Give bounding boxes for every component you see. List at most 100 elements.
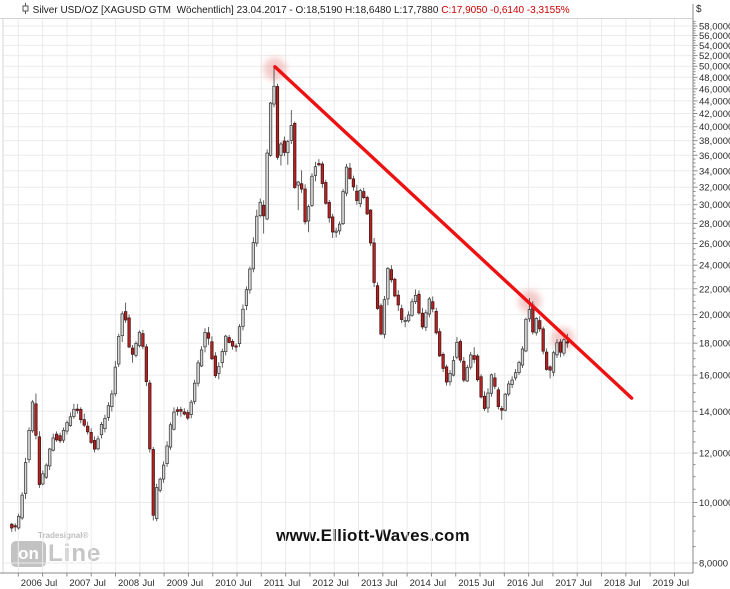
candle-down [34, 403, 38, 436]
y-tick-label: 34,0000 [699, 166, 730, 177]
candle-down [320, 163, 324, 184]
candle-up [113, 366, 117, 395]
candle-up [510, 379, 514, 385]
candle-down [500, 408, 504, 411]
candle-up [162, 464, 166, 480]
x-tick-label: Jul [628, 578, 640, 589]
candle-up [427, 298, 431, 315]
candle-up [30, 401, 35, 432]
y-tick-label: 58,0000 [699, 22, 730, 33]
candle-up [517, 362, 521, 373]
candle-up [20, 494, 24, 519]
candle-up [248, 268, 252, 291]
candle-down [144, 346, 148, 383]
candle-up [451, 360, 456, 376]
candle-up [255, 215, 259, 244]
y-tick-label: 36,0000 [699, 151, 730, 162]
candle-up [134, 343, 138, 356]
logo-on-badge: on [11, 540, 46, 567]
candle-down [234, 345, 238, 348]
candle-up [51, 437, 55, 451]
y-tick-label: 54,0000 [699, 41, 730, 52]
y-tick-label: 30,0000 [699, 200, 730, 211]
y-axis-labels: $58,000056,000054,000052,000050,000048,0… [693, 4, 730, 569]
x-tick-label: Jul [240, 578, 252, 589]
y-tick-label: 28,0000 [699, 219, 730, 230]
x-tick-label: Jul [337, 578, 349, 589]
candle-up [17, 515, 21, 529]
candle-up [527, 309, 531, 320]
x-tick-label: 2006 [21, 578, 42, 589]
candle-up [251, 242, 255, 270]
x-tick-label: Jul [288, 578, 300, 589]
candle-up [193, 382, 197, 402]
candle-up [23, 462, 28, 494]
candle-down [351, 178, 355, 188]
candle-down [182, 411, 186, 415]
candle-down [375, 285, 380, 309]
title-ohlc-text: Silver USD/OZ [XAGUSD GTM Wöchentlich] 2… [32, 4, 442, 16]
candle-down [127, 317, 131, 348]
y-tick-label: 56,0000 [699, 31, 730, 42]
candle-down [293, 123, 297, 188]
grid-lines [3, 18, 693, 573]
candle-up [272, 85, 276, 105]
y-tick-label: 14,0000 [699, 407, 730, 418]
candle-up [386, 268, 390, 300]
candle-up [72, 408, 76, 417]
y-tick-label: 38,0000 [699, 136, 730, 147]
candle-up [286, 141, 290, 154]
candle-up [137, 331, 142, 347]
candle-down [431, 301, 435, 310]
candle-up [189, 401, 193, 415]
y-tick-label: 10,0000 [699, 498, 730, 509]
y-tick-label: 44,0000 [699, 96, 730, 107]
candle-up [555, 342, 559, 356]
candle-up [203, 331, 207, 348]
candle-down [444, 366, 449, 383]
x-tick-label: 2014 [410, 578, 431, 589]
candles[interactable] [10, 65, 569, 532]
candle-up [196, 362, 200, 384]
y-tick-label: 50,0000 [699, 62, 730, 73]
y-tick-label: 18,0000 [699, 339, 730, 350]
candle-up [117, 336, 121, 365]
candle-down [179, 409, 183, 412]
candle-up [407, 314, 411, 322]
y-tick-label: 48,0000 [699, 73, 730, 84]
candle-up [551, 352, 556, 373]
candle-down [417, 293, 421, 314]
candle-down [538, 320, 542, 330]
candle-down [186, 412, 190, 419]
candle-down [393, 278, 397, 297]
chart-title: Silver USD/OZ [XAGUSD GTM Wöchentlich] 2… [5, 3, 570, 17]
x-axis-labels: 2006 Jul 2007 Jul 2008 Jul 2009 Jul 2010 Jul 2011 J… [17, 573, 689, 589]
candle-up [455, 341, 459, 358]
y-tick-label: 26,0000 [699, 239, 730, 250]
candlestick-marker-icon [5, 0, 29, 28]
candle-up [448, 373, 452, 383]
y-tick-label: 20,0000 [699, 310, 730, 321]
candle-down [300, 183, 304, 190]
candle-up [41, 473, 45, 485]
x-tick-label: 2013 [361, 578, 382, 589]
y-tick-label: 46,0000 [699, 84, 730, 95]
x-tick-label: Jul [677, 578, 689, 589]
x-tick-label: Jul [385, 578, 397, 589]
candle-up [65, 422, 69, 432]
candle-up [310, 175, 314, 206]
candle-up [48, 448, 52, 467]
candle-up [507, 383, 511, 395]
y-tick-label: 8,0000 [699, 558, 728, 569]
downtrend-line[interactable] [273, 65, 634, 400]
candle-up [220, 351, 224, 363]
candle-down [327, 202, 331, 219]
x-tick-label: 2012 [312, 578, 333, 589]
candle-down [558, 341, 563, 353]
candle-down [262, 204, 266, 217]
candle-up [513, 372, 518, 379]
candle-up [106, 405, 110, 418]
candle-up [465, 367, 469, 382]
candle-down [396, 294, 400, 306]
